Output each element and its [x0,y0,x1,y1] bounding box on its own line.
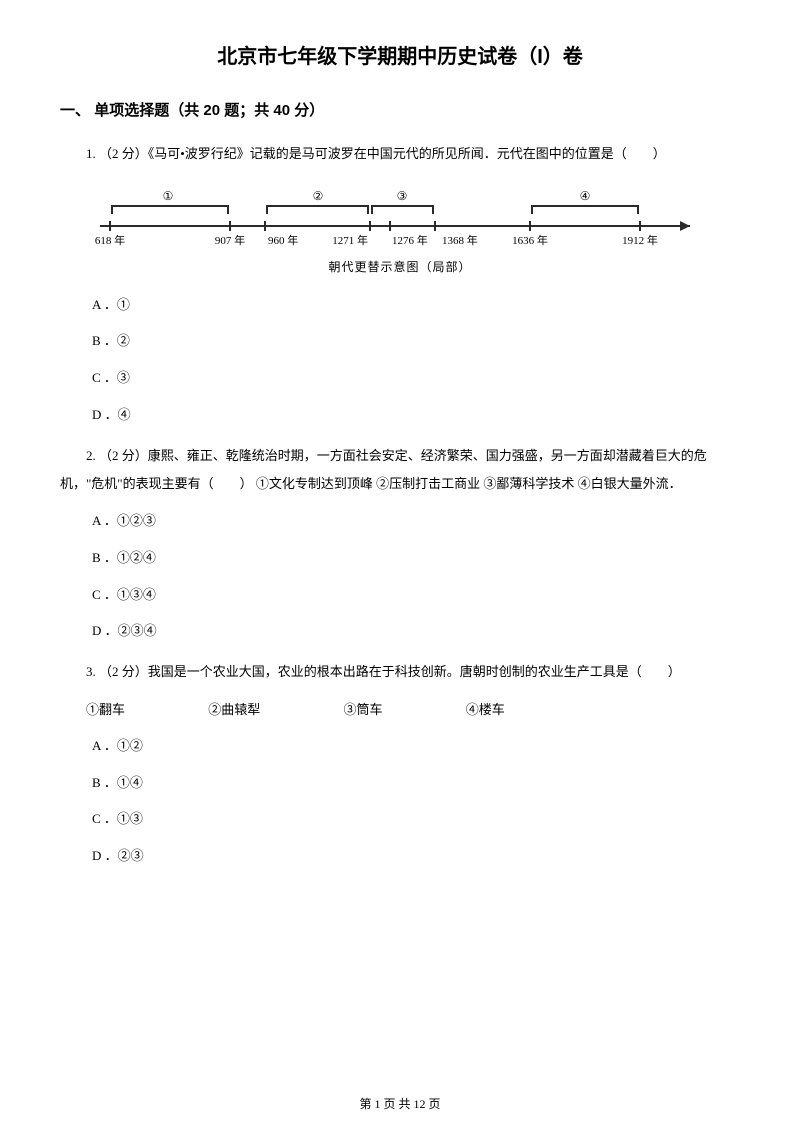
q3-item-4: ④楼车 [466,699,505,718]
q2-options: A ．①②③ B ．①②④ C ．①③④ D ．②③④ [92,511,740,642]
q3-opt-b: B ．①④ [92,773,740,794]
q3-opt-c: C ．①③ [92,809,740,830]
q2-opt-c: C ．①③④ [92,585,740,606]
section-header: 一、 单项选择题（共 20 题；共 40 分） [60,99,740,120]
section-name: 单项选择题（共 20 题；共 40 分） [94,102,324,119]
yr-5: 1368 年 [442,233,478,247]
q3-items: ①翻车 ②曲辕犁 ③筒车 ④楼车 [86,699,740,718]
section-num: 一、 [60,102,90,119]
q3-options: A ．①② B ．①④ C ．①③ D ．②③ [92,736,740,867]
seg-2: ② [313,189,324,203]
q3-item-2: ②曲辕犁 [208,699,260,718]
q3-item-3: ③筒车 [344,699,383,718]
seg-3: ③ [397,189,408,203]
q1-opt-c: C ．③ [92,368,740,389]
timeline-diagram: ① ② ③ ④ 618 年 907 年 960 年 1271 年 1276 年 … [90,181,710,275]
q3-text: 3. （2 分）我国是一个农业大国，农业的根本出路在于科技创新。唐朝时创制的农业… [60,658,740,687]
timeline-svg: ① ② ③ ④ 618 年 907 年 960 年 1271 年 1276 年 … [90,181,710,261]
yr-1: 907 年 [215,233,245,247]
q2-opt-b: B ．①②④ [92,548,740,569]
q3-item-1: ①翻车 [86,699,125,718]
q1-opt-b: B ．② [92,331,740,352]
yr-6: 1636 年 [512,233,548,247]
page-title: 北京市七年级下学期期中历史试卷（I）卷 [60,40,740,69]
seg-4: ④ [580,189,591,203]
q2-opt-d: D ．②③④ [92,621,740,642]
q2-text: 2. （2 分）康熙、雍正、乾隆统治时期，一方面社会安定、经济繁荣、国力强盛，另… [60,442,740,499]
q2-opt-a: A ．①②③ [92,511,740,532]
page-footer: 第 1 页 共 12 页 [0,1095,800,1112]
yr-0: 618 年 [95,233,125,247]
seg-1: ① [163,189,174,203]
yr-2: 960 年 [268,233,298,247]
q3-opt-d: D ．②③ [92,846,740,867]
q1-options: A ．① B ．② C ．③ D ．④ [92,295,740,426]
yr-7: 1912 年 [622,233,658,247]
q1-text: 1. （2 分）《马可•波罗行纪》记载的是马可波罗在中国元代的所见所闻．元代在图… [60,140,740,169]
yr-4: 1276 年 [392,233,428,247]
yr-3: 1271 年 [332,233,368,247]
q1-opt-d: D ．④ [92,405,740,426]
q3-opt-a: A ．①② [92,736,740,757]
q1-opt-a: A ．① [92,295,740,316]
